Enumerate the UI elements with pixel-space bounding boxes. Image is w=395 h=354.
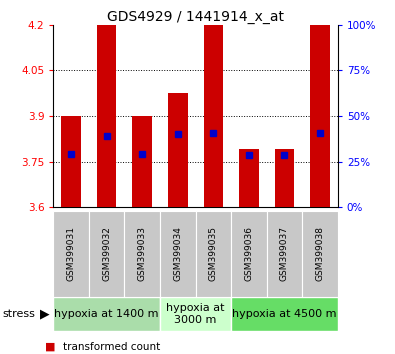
Bar xyxy=(196,211,231,297)
Bar xyxy=(132,116,152,207)
Text: GSM399033: GSM399033 xyxy=(138,227,147,281)
Bar xyxy=(275,149,294,207)
Bar xyxy=(302,211,338,297)
Text: transformed count: transformed count xyxy=(63,342,160,352)
Text: hypoxia at 4500 m: hypoxia at 4500 m xyxy=(232,309,337,319)
Text: GSM399038: GSM399038 xyxy=(316,227,324,281)
Text: GSM399036: GSM399036 xyxy=(245,227,253,281)
Text: stress: stress xyxy=(2,309,35,319)
Bar xyxy=(231,297,338,331)
Bar xyxy=(160,211,196,297)
Bar xyxy=(239,149,259,207)
Text: GSM399037: GSM399037 xyxy=(280,227,289,281)
Bar xyxy=(160,297,231,331)
Text: hypoxia at
3000 m: hypoxia at 3000 m xyxy=(166,303,225,325)
Text: GSM399035: GSM399035 xyxy=(209,227,218,281)
Bar xyxy=(61,116,81,207)
Bar xyxy=(168,93,188,207)
Text: ▶: ▶ xyxy=(40,308,49,321)
Text: GSM399032: GSM399032 xyxy=(102,227,111,281)
Bar xyxy=(267,211,302,297)
Text: ■: ■ xyxy=(45,342,56,352)
Bar xyxy=(53,211,89,297)
Bar xyxy=(203,25,223,207)
Bar xyxy=(53,297,160,331)
Bar xyxy=(124,211,160,297)
Bar xyxy=(231,211,267,297)
Text: hypoxia at 1400 m: hypoxia at 1400 m xyxy=(55,309,159,319)
Text: GSM399031: GSM399031 xyxy=(67,227,75,281)
Bar xyxy=(89,211,124,297)
Bar xyxy=(310,25,330,207)
Bar xyxy=(97,25,117,207)
Title: GDS4929 / 1441914_x_at: GDS4929 / 1441914_x_at xyxy=(107,10,284,24)
Text: GSM399034: GSM399034 xyxy=(173,227,182,281)
